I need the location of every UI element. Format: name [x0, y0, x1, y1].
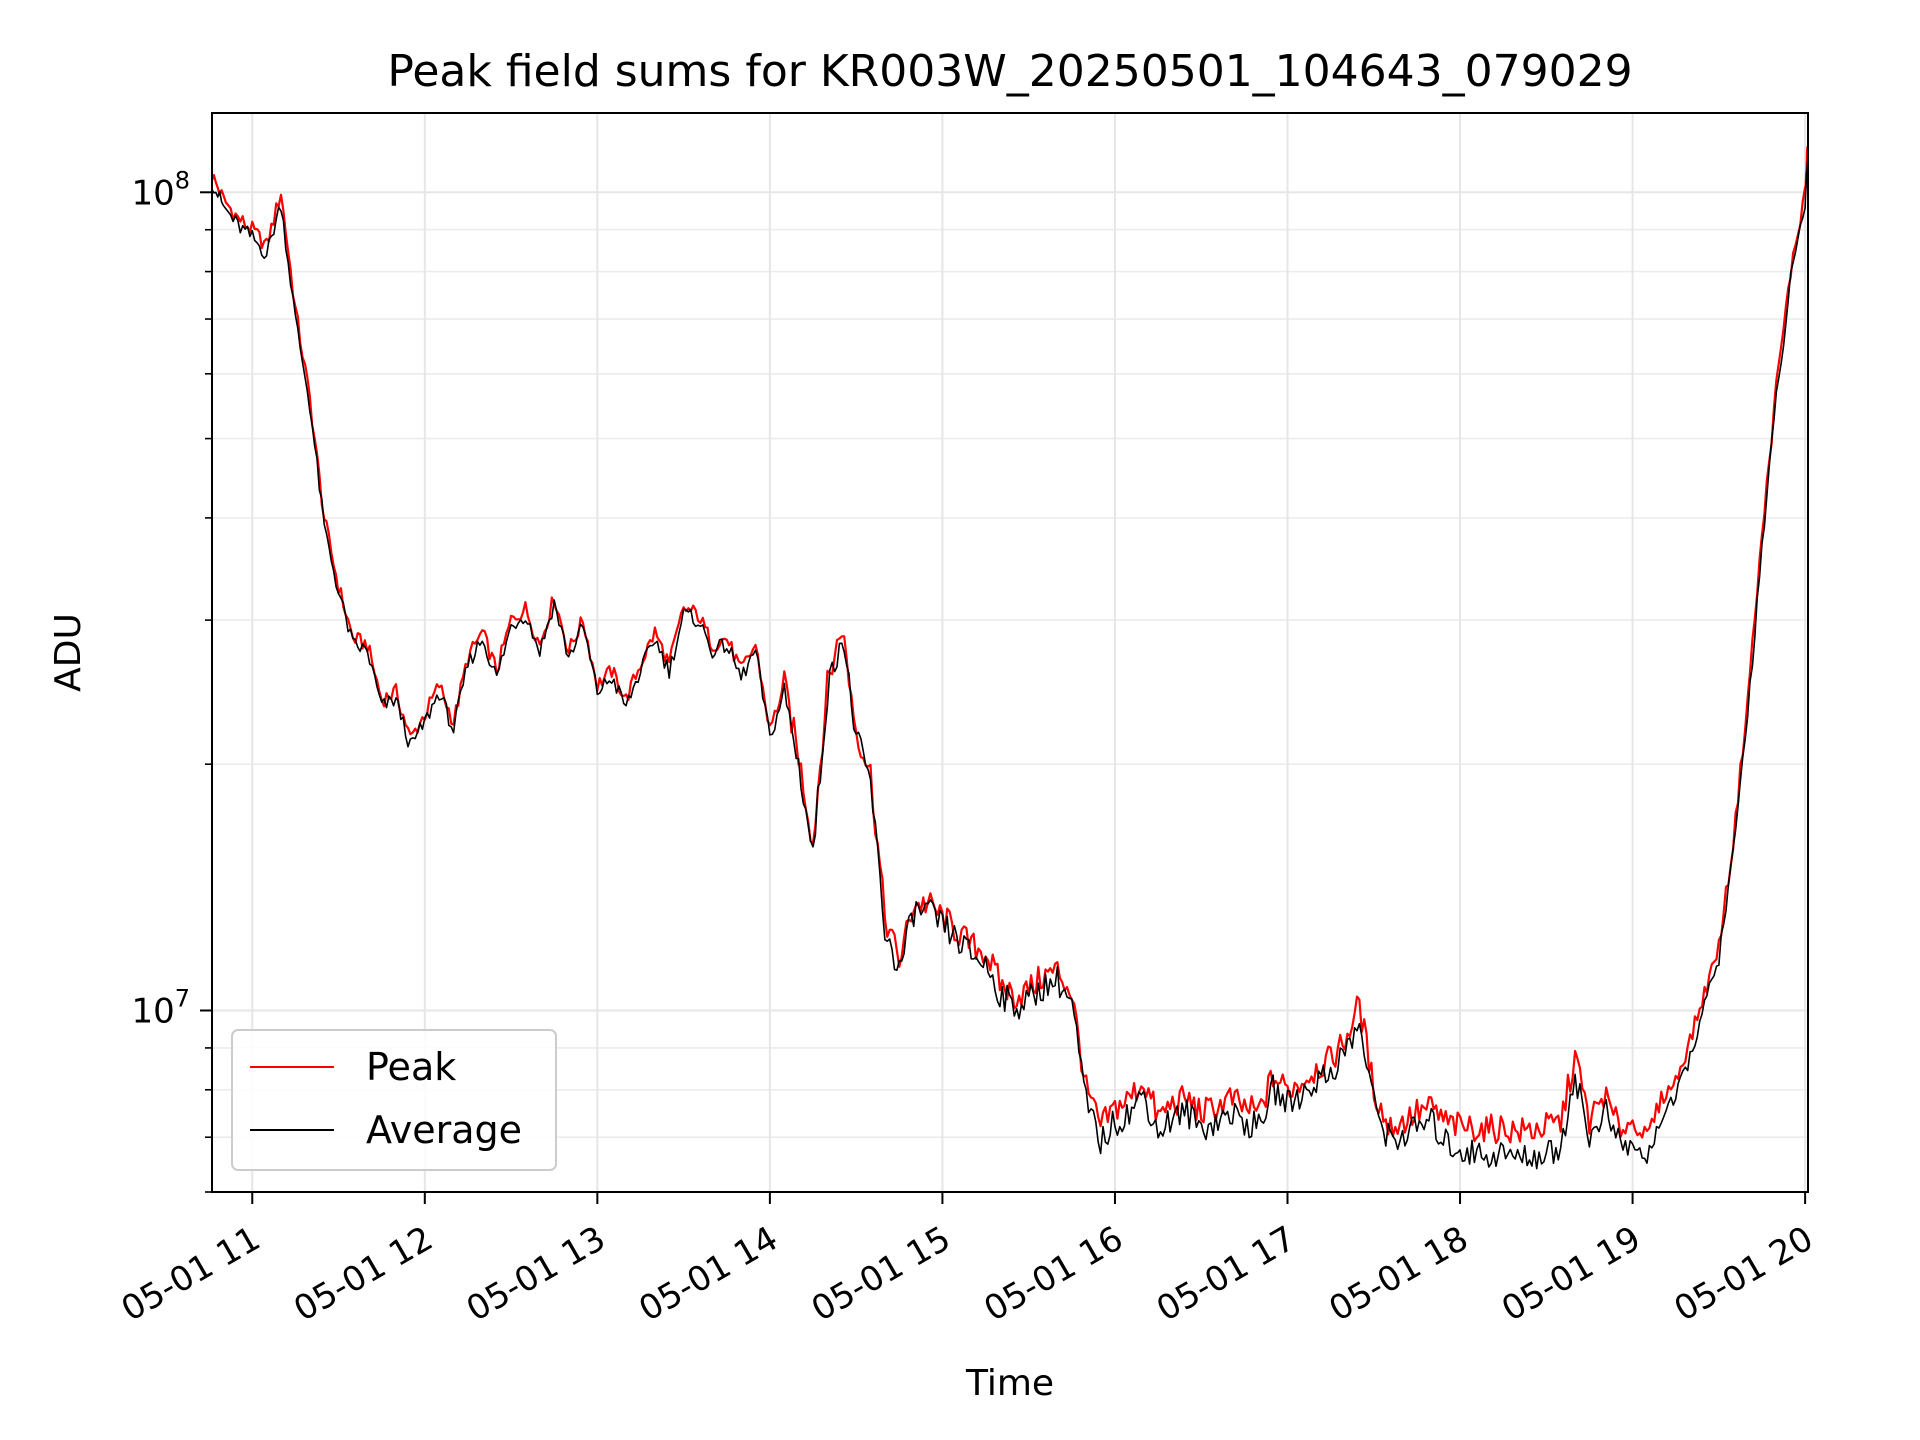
- plot-frame: [211, 112, 1809, 1193]
- legend: Peak Average: [231, 1029, 557, 1171]
- y-axis-ticks: 107 108: [131, 166, 212, 1193]
- y-tick-label: 108: [131, 166, 190, 213]
- series-line-average: [211, 161, 1809, 1170]
- y-axis-label: ADU: [48, 613, 89, 692]
- legend-label-average: Average: [366, 1108, 522, 1152]
- series-line-peak: [210, 146, 1809, 1145]
- y-tick-label: 107: [131, 984, 190, 1031]
- chart-title: Peak field sums for KR003W_20250501_1046…: [387, 46, 1632, 97]
- x-axis-label: Time: [965, 1363, 1054, 1404]
- series-lines: [210, 146, 1809, 1170]
- legend-label-peak: Peak: [366, 1045, 456, 1089]
- legend-box: [231, 1029, 557, 1171]
